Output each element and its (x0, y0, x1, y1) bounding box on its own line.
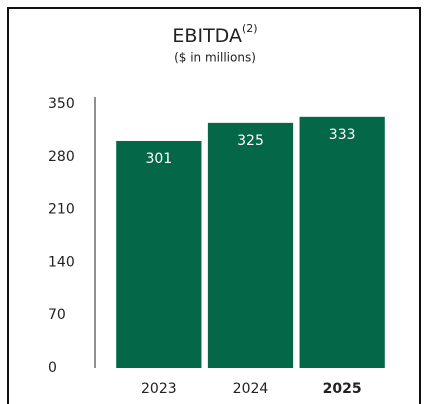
y-tick-label: 70 (48, 307, 66, 323)
bar (207, 122, 294, 368)
value-label: 325 (237, 133, 264, 149)
frame (7, 7, 421, 404)
bar (299, 116, 385, 368)
x-tick-label: 2024 (233, 381, 269, 397)
title-superscript: (2) (242, 22, 258, 35)
y-tick-label: 210 (48, 202, 75, 218)
value-label: 301 (145, 151, 172, 167)
y-tick-label: 280 (48, 149, 75, 165)
value-label: 333 (329, 127, 356, 143)
x-tick-label: 2025 (323, 381, 362, 397)
chart-title: EBITDA(2) (172, 22, 257, 47)
y-tick-label: 0 (48, 360, 57, 376)
title-text: EBITDA (172, 25, 242, 47)
bar (116, 140, 202, 368)
x-tick-label: 2023 (141, 381, 177, 397)
chart-subtitle: ($ in millions) (174, 51, 256, 65)
y-tick-label: 140 (48, 254, 75, 270)
y-tick-label: 350 (48, 96, 75, 112)
